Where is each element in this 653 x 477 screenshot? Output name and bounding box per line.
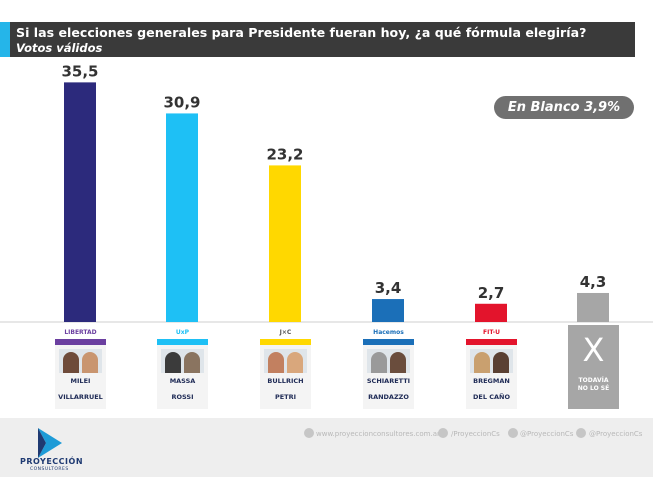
candidate-president-name: MILEI <box>70 377 91 385</box>
bar-5 <box>475 303 507 322</box>
party-logo: J×C <box>279 329 292 336</box>
globe-icon <box>304 428 314 438</box>
question-title: Si las elecciones generales para Preside… <box>16 25 587 40</box>
candidate-face <box>371 352 387 373</box>
header-accent <box>0 22 10 57</box>
bar-value-label: 30,9 <box>163 93 200 111</box>
bar-value-label: 4,3 <box>580 273 607 291</box>
party-logo: FIT-U <box>483 329 500 336</box>
candidate-face <box>474 352 490 373</box>
candidate-card: UxP MASSA ROSSI <box>157 325 208 409</box>
candidate-face <box>390 352 406 373</box>
candidate-card: J×C BULLRICH PETRI <box>260 325 311 409</box>
party-band <box>363 325 414 345</box>
undecided-card: X TODAVÍA NO LO SÉ <box>568 325 619 409</box>
brand-name: PROYECCIÓN <box>20 457 84 466</box>
candidate-photo <box>470 349 513 373</box>
twitter-link[interactable]: @ProyeccionCs <box>520 430 574 438</box>
candidate-card: FIT-U BREGMAN DEL CAÑO <box>466 325 517 409</box>
bar-4 <box>372 299 404 322</box>
candidate-vice-name: ROSSI <box>171 393 194 401</box>
undecided-label: TODAVÍA NO LO SÉ <box>568 377 619 393</box>
bar-value-label: 35,5 <box>61 62 98 80</box>
instagram-icon <box>576 428 586 438</box>
undecided-label-line-2: NO LO SÉ <box>577 385 610 392</box>
party-band <box>55 325 106 345</box>
candidate-card: LIBERTAD MILEI VILLARRUEL <box>55 325 106 409</box>
candidate-vice-name: RANDAZZO <box>368 393 409 401</box>
bar-value-label: 23,2 <box>266 145 303 163</box>
candidate-photo <box>264 349 307 373</box>
candidate-face <box>287 352 303 373</box>
brand-tagline: CONSULTORES <box>30 467 69 472</box>
candidate-photo <box>161 349 204 373</box>
party-logo: LIBERTAD <box>64 329 97 336</box>
footer: PROYECCIÓN CONSULTORES www.proyeccioncon… <box>0 418 653 477</box>
twitter-icon <box>508 428 518 438</box>
candidate-face <box>165 352 181 373</box>
candidate-photo <box>367 349 410 373</box>
facebook-link[interactable]: /ProyeccionCs <box>451 430 500 438</box>
candidate-president-name: SCHIARETTI <box>366 377 411 385</box>
candidate-president-name: MASSA <box>169 377 196 385</box>
website-link[interactable]: www.proyeccionconsultores.com.ar <box>316 430 440 438</box>
party-logo: Hacemos <box>373 329 404 336</box>
party-band <box>260 325 311 345</box>
candidate-vice-name: DEL CAÑO <box>472 393 510 401</box>
candidate-face <box>493 352 509 373</box>
x-mark-icon: X <box>582 331 605 369</box>
candidate-face <box>82 352 98 373</box>
bar-6 <box>577 292 609 322</box>
candidate-president-name: BREGMAN <box>473 377 510 385</box>
candidate-president-name: BULLRICH <box>267 377 304 385</box>
facebook-icon <box>438 428 448 438</box>
blank-vote-badge: En Blanco 3,9% <box>494 96 634 119</box>
bar-3 <box>269 165 301 322</box>
bar-value-label: 2,7 <box>478 284 505 302</box>
brand-logo-icon <box>38 428 62 458</box>
bar-2 <box>166 113 198 322</box>
candidate-face <box>63 352 79 373</box>
undecided-label-line-1: TODAVÍA <box>578 377 609 384</box>
instagram-link[interactable]: @ProyeccionCs <box>589 430 643 438</box>
candidate-face <box>184 352 200 373</box>
candidate-photo <box>59 349 102 373</box>
candidate-vice-name: VILLARRUEL <box>58 393 103 401</box>
bar-1 <box>64 82 96 322</box>
candidate-vice-name: PETRI <box>274 393 297 401</box>
party-band <box>466 325 517 345</box>
party-logo: UxP <box>175 329 190 336</box>
candidate-card: Hacemos SCHIARETTI RANDAZZO <box>363 325 414 409</box>
question-header: Si las elecciones generales para Preside… <box>10 22 635 57</box>
question-subtitle: Votos válidos <box>16 41 103 55</box>
bar-value-label: 3,4 <box>375 279 402 297</box>
party-band <box>157 325 208 345</box>
candidate-face <box>268 352 284 373</box>
